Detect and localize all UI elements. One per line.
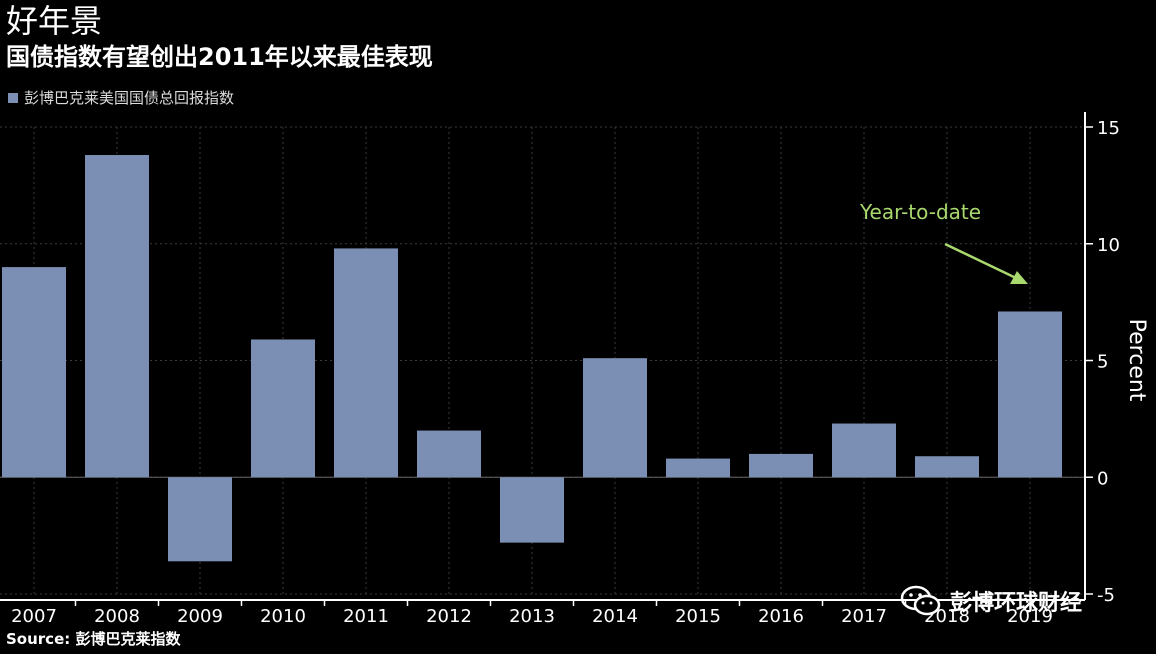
legend-label: 彭博巴克莱美国国债总回报指数 (24, 89, 235, 107)
wechat-icon (900, 585, 941, 616)
y-tick-label: 5 (1097, 352, 1108, 373)
bar-2013 (500, 477, 564, 543)
x-tick-label: 2012 (426, 606, 472, 627)
bar-2007 (2, 267, 66, 478)
chart-subtitle: 国债指数有望创出2011年以来最佳表现 (6, 43, 433, 71)
annotation-arrow-line (944, 242, 1019, 281)
y-tick-label: 0 (1097, 468, 1108, 489)
legend-swatch (8, 93, 18, 103)
bar-2008 (85, 155, 149, 478)
bar-2011 (334, 248, 398, 478)
bar-2018 (915, 456, 979, 478)
x-tick-label: 2010 (260, 606, 306, 627)
y-axis-label: Percent (1124, 319, 1149, 402)
x-tick-label: 2014 (592, 606, 638, 627)
bar-2015 (666, 458, 730, 478)
watermark: 彭博环球财经 (900, 584, 1082, 618)
legend: 彭博巴克莱美国国债总回报指数 (8, 88, 234, 108)
bar-2009 (168, 477, 232, 562)
x-tick-label: 2009 (177, 606, 223, 627)
y-tick-label: -5 (1097, 585, 1115, 606)
bar-2019 (998, 311, 1062, 478)
bar-2010 (251, 339, 315, 478)
annotation-arrow-head (1010, 271, 1028, 284)
y-tick-label: 10 (1097, 235, 1120, 256)
x-tick-label: 2011 (343, 606, 389, 627)
x-tick-label: 2008 (94, 606, 140, 627)
x-tick-label: 2017 (841, 606, 887, 627)
watermark-text: 彭博环球财经 (950, 591, 1083, 616)
bar-2012 (417, 430, 481, 478)
x-tick-label: 2007 (11, 606, 57, 627)
source-note: Source: 彭博巴克莱指数 (6, 630, 181, 648)
x-tick-label: 2015 (675, 606, 721, 627)
chart-title: 好年景 (6, 2, 103, 40)
x-tick-label: 2016 (758, 606, 804, 627)
bar-2014 (583, 358, 647, 478)
x-tick-label: 2019 (1007, 606, 1053, 627)
x-tick-label: 2013 (509, 606, 555, 627)
bar-2017 (832, 423, 896, 478)
annotation-label: Year-to-date (859, 200, 981, 224)
y-tick-label: 15 (1097, 118, 1120, 139)
bar-2016 (749, 453, 813, 478)
